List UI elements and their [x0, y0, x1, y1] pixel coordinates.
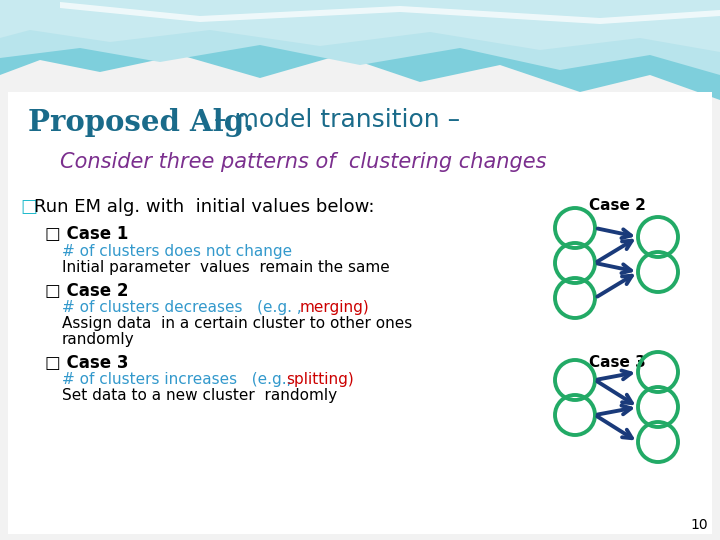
Text: # of clusters increases   (e.g.,: # of clusters increases (e.g.,	[62, 372, 301, 387]
Text: □ Case 2: □ Case 2	[45, 282, 128, 300]
Text: merging): merging)	[300, 300, 370, 315]
Text: □: □	[20, 198, 37, 216]
FancyBboxPatch shape	[8, 92, 712, 534]
Text: # of clusters does not change: # of clusters does not change	[62, 244, 292, 259]
Text: Case 3: Case 3	[589, 355, 645, 370]
Text: Assign data  in a certain cluster to other ones: Assign data in a certain cluster to othe…	[62, 316, 413, 331]
Text: Consider three patterns of  clustering changes: Consider three patterns of clustering ch…	[60, 152, 546, 172]
Text: splitting): splitting)	[286, 372, 354, 387]
Text: Set data to a new cluster  randomly: Set data to a new cluster randomly	[62, 388, 337, 403]
Text: Proposed Alg.: Proposed Alg.	[28, 108, 254, 137]
Polygon shape	[60, 2, 720, 24]
Text: randomly: randomly	[62, 332, 135, 347]
Text: Run EM alg. with  initial values below:: Run EM alg. with initial values below:	[34, 198, 374, 216]
Text: Case 2: Case 2	[588, 198, 645, 213]
Text: □ Case 1: □ Case 1	[45, 225, 128, 243]
Polygon shape	[0, 0, 720, 100]
Polygon shape	[0, 0, 720, 75]
Text: Initial parameter  values  remain the same: Initial parameter values remain the same	[62, 260, 390, 275]
Text: – model transition –: – model transition –	[206, 108, 460, 132]
Text: □ Case 3: □ Case 3	[45, 354, 128, 372]
Polygon shape	[0, 0, 720, 52]
Text: # of clusters decreases   (e.g. ,: # of clusters decreases (e.g. ,	[62, 300, 316, 315]
Text: 10: 10	[690, 518, 708, 532]
